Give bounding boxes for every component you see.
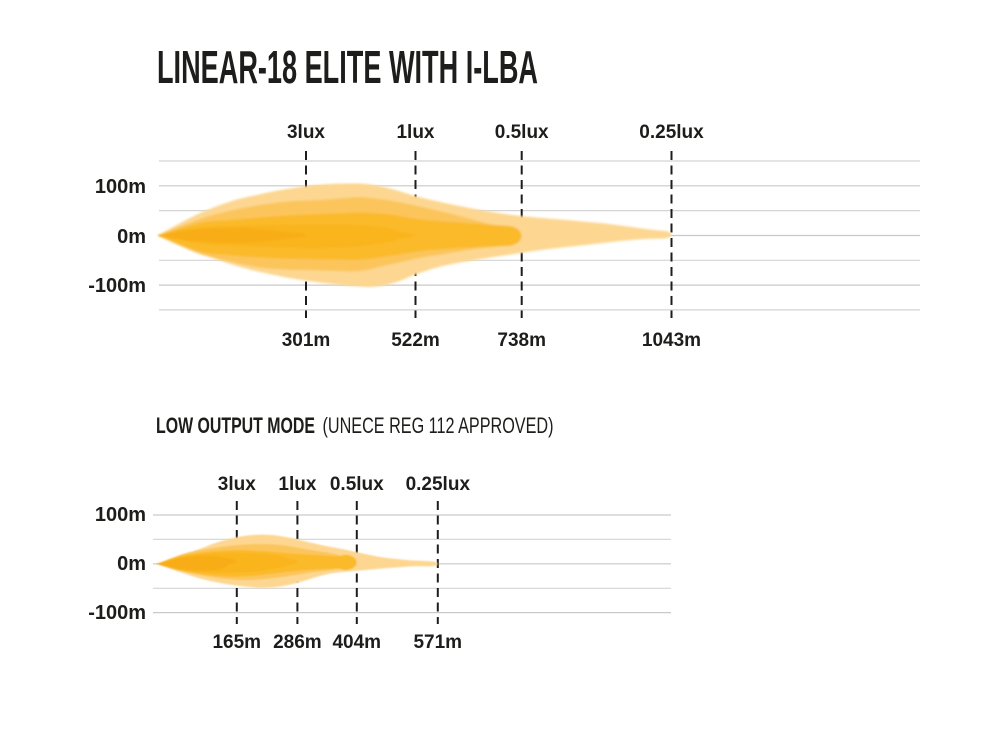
svg-text:286m: 286m <box>273 632 322 653</box>
svg-text:0m: 0m <box>117 553 146 575</box>
svg-text:0.25lux: 0.25lux <box>406 474 471 495</box>
svg-text:LOW OUTPUT MODE: LOW OUTPUT MODE <box>156 413 315 438</box>
svg-text:100m: 100m <box>95 504 146 526</box>
svg-text:1lux: 1lux <box>396 122 434 143</box>
svg-text:3lux: 3lux <box>218 474 256 495</box>
svg-text:-100m: -100m <box>88 275 146 297</box>
svg-text:0.5lux: 0.5lux <box>495 122 549 143</box>
svg-text:522m: 522m <box>391 330 440 351</box>
svg-text:(UNECE REG 112 APPROVED): (UNECE REG 112 APPROVED) <box>323 413 554 438</box>
svg-text:3lux: 3lux <box>287 122 325 143</box>
svg-text:1043m: 1043m <box>642 330 701 351</box>
svg-text:0m: 0m <box>117 226 146 248</box>
svg-text:0.25lux: 0.25lux <box>639 122 704 143</box>
svg-text:1lux: 1lux <box>278 474 316 495</box>
svg-text:571m: 571m <box>413 632 462 653</box>
svg-text:0.5lux: 0.5lux <box>330 474 384 495</box>
svg-text:738m: 738m <box>497 330 546 351</box>
svg-text:100m: 100m <box>95 176 146 198</box>
svg-text:165m: 165m <box>212 632 261 653</box>
svg-text:404m: 404m <box>332 632 381 653</box>
svg-text:LINEAR-18 ELITE WITH I-LBA: LINEAR-18 ELITE WITH I-LBA <box>157 41 538 93</box>
svg-text:-100m: -100m <box>88 602 146 624</box>
svg-text:301m: 301m <box>282 330 331 351</box>
